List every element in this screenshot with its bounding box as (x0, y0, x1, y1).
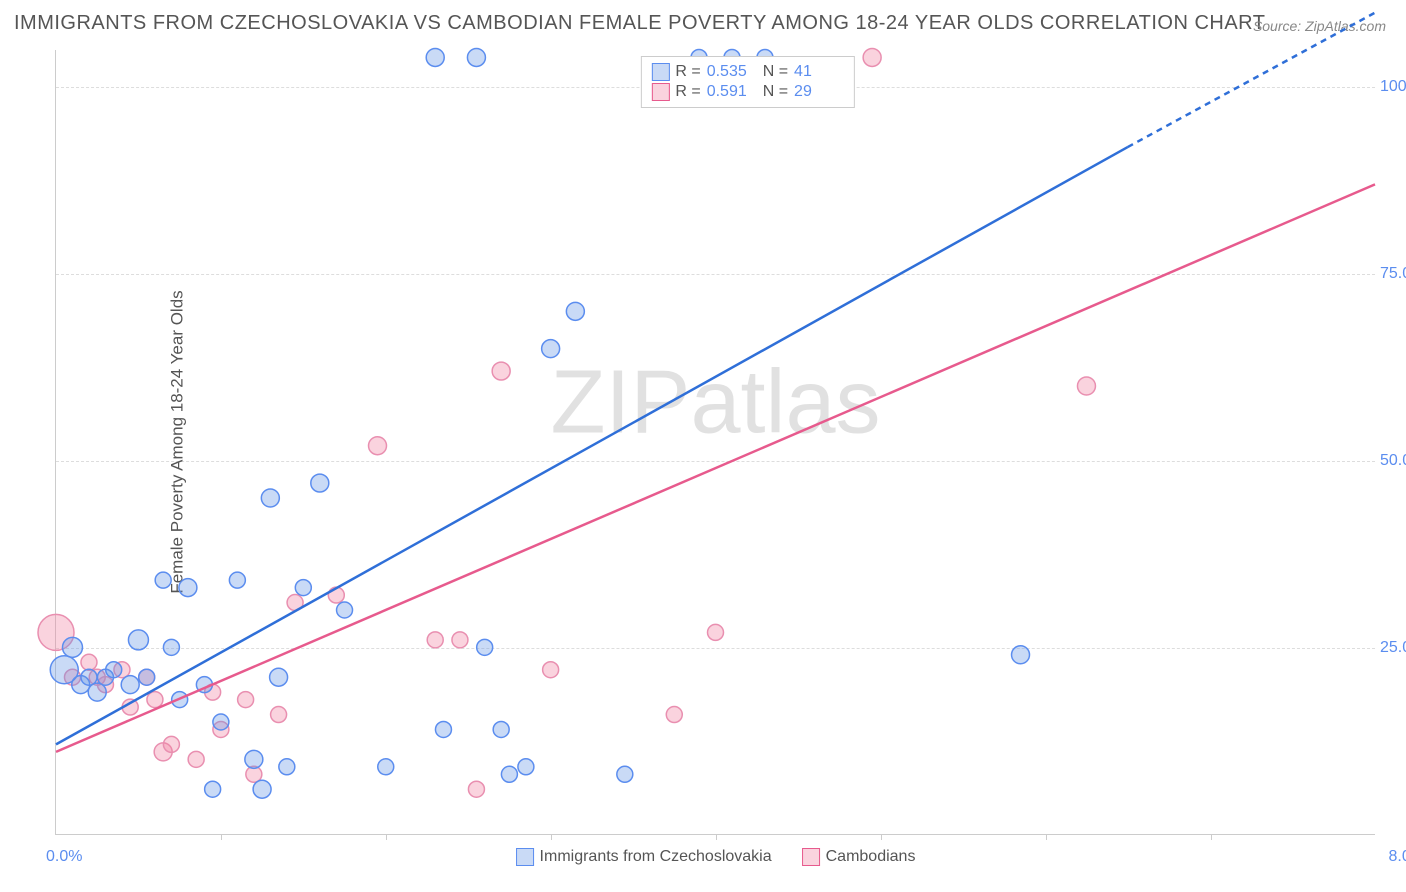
scatter-point-blue (261, 489, 279, 507)
scatter-point-pink (271, 707, 287, 723)
scatter-point-blue (467, 48, 485, 66)
regression-line-pink (56, 184, 1375, 751)
scatter-point-blue (245, 750, 263, 768)
scatter-point-blue (518, 759, 534, 775)
legend-label: Immigrants from Czechoslovakia (540, 848, 772, 866)
scatter-point-blue (617, 766, 633, 782)
swatch-pink-icon (651, 83, 669, 101)
scatter-point-blue (493, 721, 509, 737)
x-tick (221, 834, 222, 840)
legend-item-pink: Cambodians (802, 848, 916, 866)
scatter-point-blue (270, 668, 288, 686)
scatter-point-blue (121, 676, 139, 694)
r-label: R = (675, 63, 700, 81)
scatter-point-blue (205, 781, 221, 797)
legend-label: Cambodians (826, 848, 916, 866)
scatter-point-blue (435, 721, 451, 737)
x-tick (551, 834, 552, 840)
plot-area: 25.0%50.0%75.0%100.0% Female Poverty Amo… (55, 50, 1375, 835)
scatter-point-pink (543, 662, 559, 678)
scatter-point-blue (295, 580, 311, 596)
x-max-label: 8.0% (1389, 848, 1406, 866)
scatter-point-blue (566, 302, 584, 320)
legend-row-pink: R = 0.591 N = 29 (651, 83, 844, 101)
x-tick (386, 834, 387, 840)
scatter-point-blue (139, 669, 155, 685)
legend-series: Immigrants from Czechoslovakia Cambodian… (516, 848, 916, 866)
scatter-point-pink (452, 632, 468, 648)
swatch-blue-icon (516, 848, 534, 866)
scatter-point-blue (229, 572, 245, 588)
scatter-point-pink (427, 632, 443, 648)
y-tick-label: 25.0% (1380, 639, 1406, 657)
x-tick (1211, 834, 1212, 840)
scatter-point-pink (468, 781, 484, 797)
scatter-point-pink (708, 624, 724, 640)
scatter-point-pink (163, 736, 179, 752)
scatter-point-blue (311, 474, 329, 492)
scatter-point-blue (378, 759, 394, 775)
r-label: R = (675, 83, 700, 101)
scatter-point-pink (666, 707, 682, 723)
y-tick-label: 75.0% (1380, 265, 1406, 283)
scatter-point-blue (213, 714, 229, 730)
y-tick-label: 100.0% (1380, 78, 1406, 96)
legend-row-blue: R = 0.535 N = 41 (651, 63, 844, 81)
scatter-point-pink (863, 48, 881, 66)
scatter-point-pink (369, 437, 387, 455)
scatter-point-blue (253, 780, 271, 798)
scatter-point-blue (279, 759, 295, 775)
n-value: 29 (794, 83, 844, 101)
scatter-point-blue (426, 48, 444, 66)
chart-svg (56, 50, 1375, 834)
swatch-blue-icon (651, 63, 669, 81)
n-label: N = (763, 63, 788, 81)
scatter-point-blue (179, 579, 197, 597)
y-tick-label: 50.0% (1380, 452, 1406, 470)
source-label: Source: ZipAtlas.com (1253, 18, 1386, 34)
scatter-point-blue (501, 766, 517, 782)
r-value: 0.591 (707, 83, 757, 101)
x-tick (1046, 834, 1047, 840)
scatter-point-blue (1012, 646, 1030, 664)
scatter-point-blue (542, 340, 560, 358)
scatter-point-pink (81, 654, 97, 670)
x-tick (716, 834, 717, 840)
scatter-point-blue (128, 630, 148, 650)
scatter-point-blue (477, 639, 493, 655)
scatter-point-blue (62, 637, 82, 657)
chart-title: IMMIGRANTS FROM CZECHOSLOVAKIA VS CAMBOD… (14, 12, 1265, 35)
scatter-point-pink (188, 751, 204, 767)
n-label: N = (763, 83, 788, 101)
x-tick (881, 834, 882, 840)
scatter-point-blue (337, 602, 353, 618)
r-value: 0.535 (707, 63, 757, 81)
scatter-point-blue (163, 639, 179, 655)
legend-correlation-box: R = 0.535 N = 41 R = 0.591 N = 29 (640, 56, 855, 108)
scatter-point-blue (88, 683, 106, 701)
scatter-point-pink (492, 362, 510, 380)
swatch-pink-icon (802, 848, 820, 866)
scatter-point-blue (155, 572, 171, 588)
scatter-point-pink (1077, 377, 1095, 395)
regression-line-blue (56, 147, 1128, 744)
scatter-point-pink (147, 692, 163, 708)
legend-item-blue: Immigrants from Czechoslovakia (516, 848, 772, 866)
scatter-point-blue (106, 662, 122, 678)
x-min-label: 0.0% (46, 848, 82, 866)
n-value: 41 (794, 63, 844, 81)
scatter-point-pink (238, 692, 254, 708)
